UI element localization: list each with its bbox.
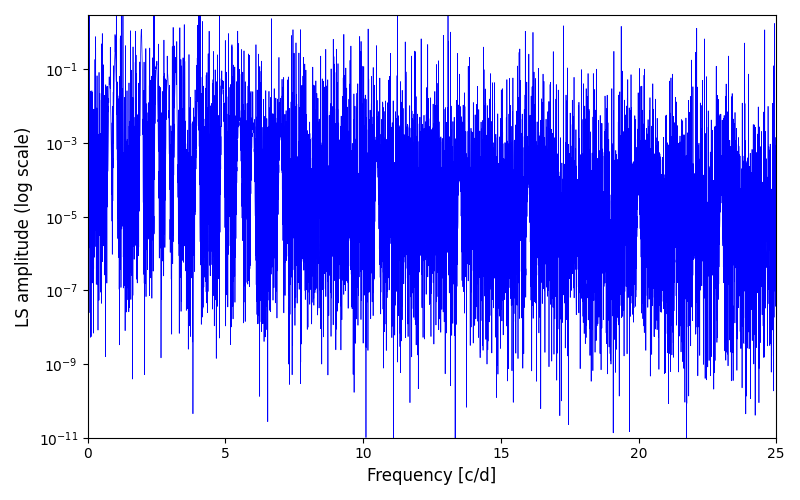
X-axis label: Frequency [c/d]: Frequency [c/d] xyxy=(367,467,497,485)
Y-axis label: LS amplitude (log scale): LS amplitude (log scale) xyxy=(15,126,33,326)
